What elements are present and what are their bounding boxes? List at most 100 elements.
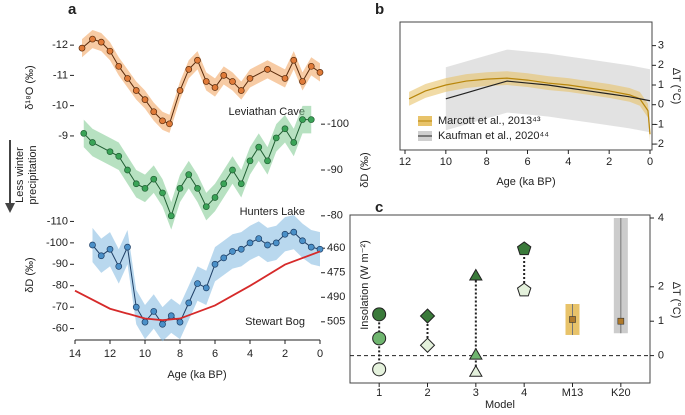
uncertainty-band (83, 105, 312, 230)
y-tick-label: -10 (52, 100, 68, 112)
y-tick-label: 0 (658, 99, 664, 111)
series-line (408, 77, 651, 135)
data-point (159, 189, 166, 197)
data-point (89, 139, 96, 146)
data-point (124, 166, 131, 174)
data-point (159, 117, 166, 125)
data-point (299, 116, 306, 123)
data-point (150, 108, 158, 116)
data-point (237, 87, 245, 94)
data-point (185, 65, 193, 73)
data-point (372, 362, 387, 377)
x-axis-title: Age (ka BP) (496, 176, 555, 188)
series-label: Hunters Lake (240, 206, 305, 218)
legend-label: Kaufman et al., 2020⁴⁴ (438, 130, 549, 142)
data-point (167, 212, 175, 220)
data-point (264, 65, 271, 73)
y-axis-title: δ¹⁸O (‰) (24, 65, 36, 109)
data-point (211, 84, 219, 91)
data-point (176, 184, 184, 192)
plot-frame (349, 214, 651, 384)
data-point (316, 69, 324, 76)
y-axis-title: ΔT (°C) (670, 282, 682, 319)
data-point (281, 75, 289, 82)
uncertainty-band (445, 49, 650, 133)
data-point (246, 75, 254, 82)
y-tick-label: -90 (327, 164, 343, 176)
arrow-head (5, 203, 15, 213)
data-point (124, 243, 131, 251)
x-tick-label: 0 (647, 156, 653, 168)
data-point (141, 318, 149, 326)
data-point (290, 228, 298, 236)
data-point (468, 364, 483, 377)
data-point (106, 148, 114, 156)
y-axis-title: δD (‰) (24, 257, 36, 292)
data-point (211, 260, 219, 268)
data-point (290, 139, 298, 146)
data-point (124, 75, 131, 82)
data-point (97, 252, 105, 260)
x-tick-label: 8 (484, 156, 490, 168)
data-point (237, 245, 245, 253)
x-tick-label: 1 (376, 387, 382, 399)
y-tick-label: -80 (52, 280, 68, 292)
x-tick-label: 10 (139, 348, 151, 360)
series-label: Stewart Bog (245, 316, 305, 328)
data-point (159, 320, 166, 328)
x-axis-title: Model (485, 399, 515, 411)
y-tick-label: -60 (52, 322, 68, 334)
data-point (264, 241, 271, 249)
panel-label: a (68, 1, 77, 18)
data-point (307, 243, 315, 251)
annotation: Less winter (14, 147, 26, 203)
data-point (246, 239, 254, 247)
data-point (176, 87, 184, 94)
data-point (115, 152, 123, 160)
y-tick-label: -90 (52, 258, 68, 270)
data-point (419, 337, 436, 353)
data-point (281, 230, 289, 238)
x-tick-label: 10 (440, 156, 452, 168)
y-tick-label: -100 (327, 118, 349, 130)
data-point (229, 248, 236, 255)
y-tick-label: -100 (46, 237, 68, 249)
data-point (264, 157, 271, 165)
x-tick-label: K20 (611, 387, 631, 399)
y-axis-title: Insolation (W m⁻²) (359, 240, 371, 330)
data-point (185, 299, 193, 307)
series-line (445, 80, 651, 102)
x-tick-label: M13 (562, 387, 583, 399)
reference-point (617, 317, 625, 325)
data-point (202, 203, 210, 211)
y-tick-label: -80 (327, 210, 343, 222)
data-point (115, 62, 123, 70)
data-point (220, 180, 228, 188)
series-label: Leviathan Cave (229, 106, 305, 118)
y-tick-label: -2 (654, 138, 664, 150)
x-tick-label: 8 (177, 348, 183, 360)
x-tick-label: 2 (282, 348, 288, 360)
x-tick-label: 4 (565, 156, 571, 168)
y-tick-label: 1 (658, 79, 664, 91)
data-point (299, 237, 306, 245)
series-line (74, 250, 321, 322)
uncertainty-band (92, 215, 320, 342)
data-point (211, 194, 219, 201)
data-point (97, 38, 105, 46)
panel-label: c (375, 199, 383, 216)
legend-label: Marcott et al., 2013⁴³ (438, 115, 541, 127)
data-point (202, 78, 210, 85)
data-point (372, 307, 387, 322)
y-tick-label: 490 (327, 291, 345, 303)
data-point (272, 134, 280, 142)
y-tick-label: -110 (47, 215, 68, 227)
y-axis-title: ΔT (°C) (670, 68, 682, 105)
y-tick-label: -12 (52, 39, 68, 51)
data-point (167, 312, 175, 320)
data-point (194, 184, 201, 192)
data-point (290, 56, 298, 64)
panel-label: b (375, 1, 384, 18)
y-tick-label: 3 (658, 40, 664, 52)
